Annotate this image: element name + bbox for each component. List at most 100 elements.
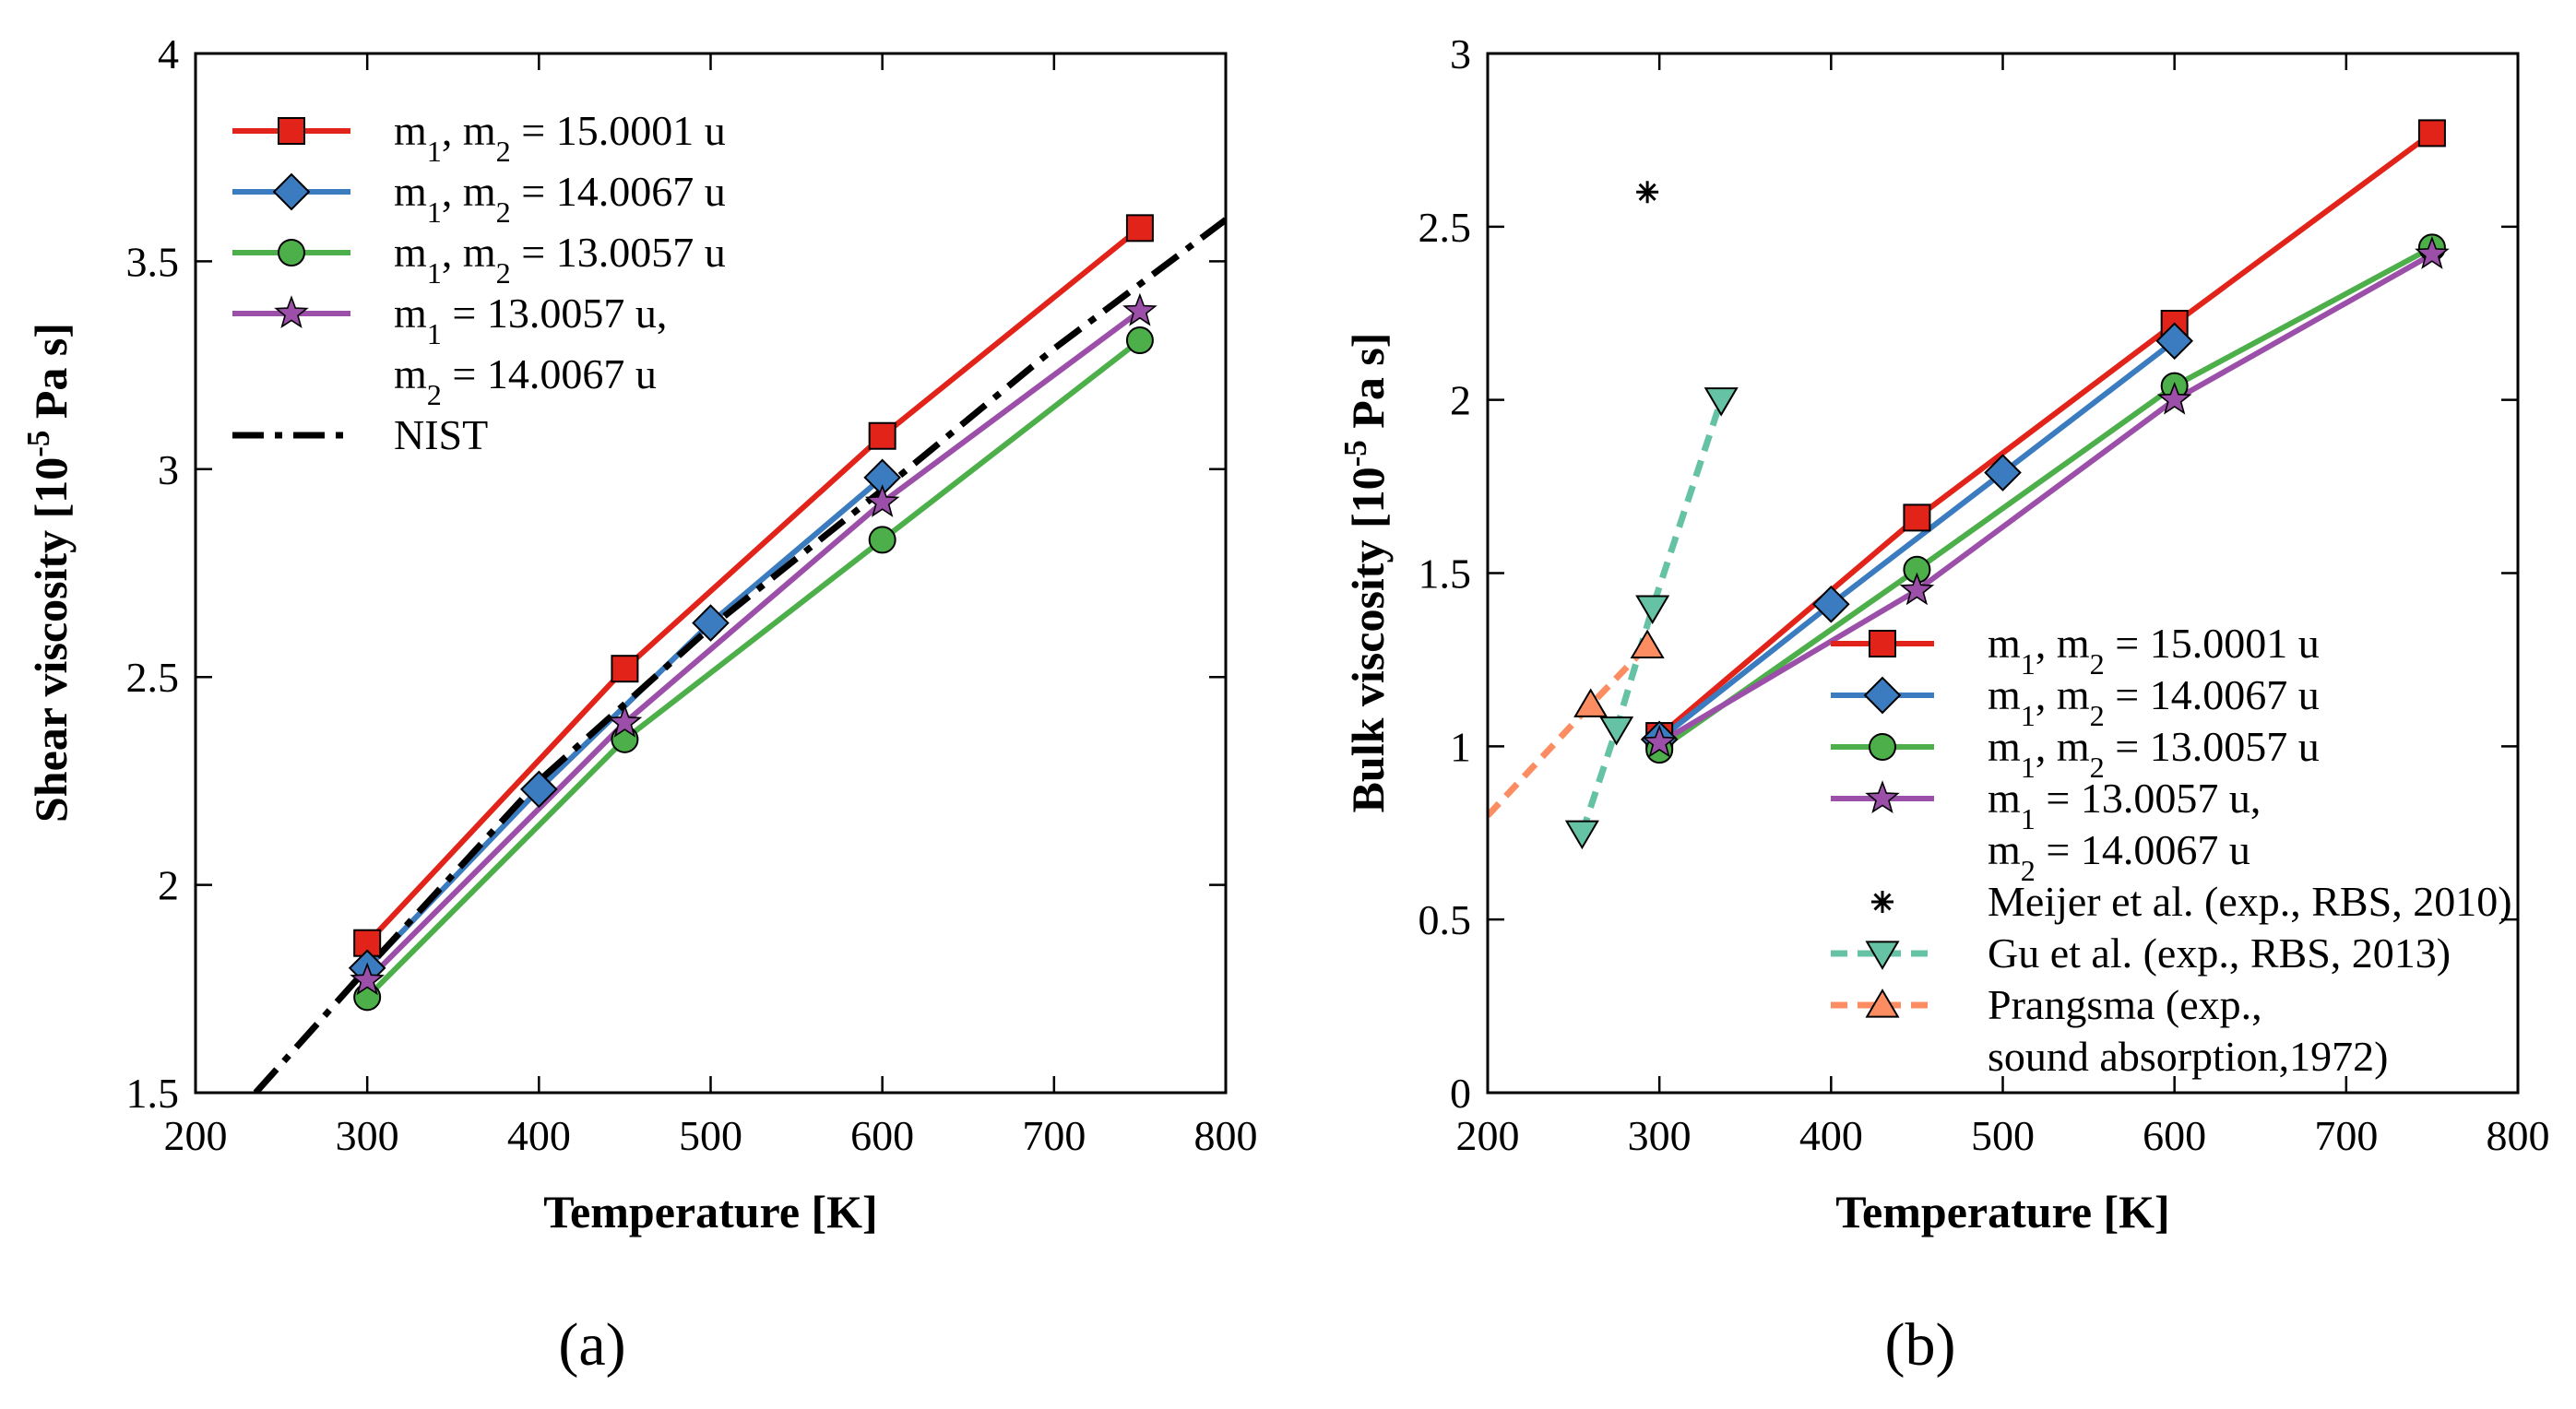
y-tick-label: 0.5 [1419,896,1472,943]
legend-label-1: m1, m2 = 14.0067 u [1988,671,2320,732]
data-point-0-1 [611,655,639,683]
data-point-3-3 [1122,292,1157,326]
y-tick-label: 3 [1450,30,1471,77]
x-tick-label: 300 [1628,1112,1692,1159]
data-point-1-1 [520,770,558,809]
y-axis-label: Shear viscosity [10-5 Pa s] [20,323,77,823]
legend-label-0: m1, m2 = 15.0001 u [1988,620,2320,681]
x-axis-label: Temperature [K] [1835,1186,2169,1237]
data-point-3-2 [864,484,900,517]
data-point-3-1 [607,704,643,738]
data-point-4-0 [1636,181,1659,204]
series-line-0 [1657,130,2434,739]
y-tick-label: 2 [158,862,179,909]
legend-label-5: Gu et al. (exp., RBS, 2013) [1988,929,2451,977]
series-line-0 [365,225,1142,945]
data-point-5-0 [1564,820,1599,850]
legend-marker-1 [1863,676,1902,715]
x-tick-label: 700 [2314,1112,2378,1159]
legend-label-4: NIST [394,411,488,458]
y-tick-label: 4 [158,30,179,77]
data-point-0-1 [1903,503,1931,532]
data-point-1-2 [1984,454,2022,491]
legend-marker-0 [278,117,305,145]
data-point-6-1 [1630,629,1665,658]
series-line-1 [1657,338,2177,742]
series-line-5 [1579,398,1725,835]
legend-label-3: m1 = 13.0057 u, [1988,775,2261,835]
y-tick-label: 2 [1450,377,1471,424]
x-tick-label: 600 [2143,1112,2206,1159]
legend-label-6: Prangsma (exp., [1988,981,2262,1028]
data-point-1-2 [692,604,730,642]
data-point-2-2 [868,526,896,554]
data-point-0-3 [1125,214,1154,243]
data-point-5-3 [1703,387,1739,417]
legend-label-0: m1, m2 = 15.0001 u [394,107,726,168]
axes-frame [1486,52,2520,1095]
data-point-1-3 [2155,322,2193,361]
plot-area [1488,130,2434,835]
y-tick-label: 1 [1450,723,1471,770]
legend-marker-3 [274,295,309,329]
data-point-3-2 [2156,381,2192,415]
data-point-2-3 [1125,326,1154,355]
data-point-3-3 [2415,236,2450,269]
y-tick-label: 3 [158,446,179,493]
y-tick-label: 1.5 [1419,551,1472,598]
x-tick-label: 600 [850,1112,914,1159]
legend-marker-5 [1865,941,1900,970]
x-tick-label: 500 [1971,1112,2035,1159]
legend-marker-2 [1869,733,1896,761]
legend-marker-0 [1869,630,1896,657]
y-axis-label: Bulk viscosity [10-5 Pa s] [1337,333,1395,813]
axes-frame [194,52,1228,1095]
data-point-5-1 [1599,716,1634,746]
legend-marker-4 [1871,891,1893,913]
y-tick-label: 2.5 [126,654,180,701]
legend-label-3: m1 = 13.0057 u, [394,290,667,350]
x-tick-label: 800 [1194,1112,1258,1159]
y-tick-label: 1.5 [126,1070,180,1117]
x-tick-label: 200 [1456,1112,1520,1159]
panel-b-chart: 200 300 400 500 600 700 800 0 0.5 1 1.5 2 2.5 3 m1, m2… [1337,30,2550,1379]
legend-marker-3 [1865,780,1900,814]
data-point-3-1 [1899,572,1935,606]
legend-marker-2 [278,239,305,266]
series-line-2 [365,337,1142,1000]
x-tick-label: 400 [507,1112,571,1159]
legend-label-4: Meijer et al. (exp., RBS, 2010) [1988,878,2512,925]
panel-label: (b) [1885,1311,1956,1379]
legend-label-2: m1, m2 = 13.0057 u [1988,723,2320,784]
y-tick-label: 2.5 [1419,204,1472,251]
data-point-0-2 [868,421,896,450]
legend-label-1: m1, m2 = 14.0067 u [394,168,726,229]
legend: m1, m2 = 15.0001 um1, m2 = 14.0067 um1, … [1831,620,2512,1080]
y-tick-label: 0 [1450,1070,1471,1117]
data-point-5-2 [1635,595,1670,624]
data-point-1-1 [1812,585,1850,623]
series-line-2 [1657,244,2434,752]
legend-label-2: m1, m2 = 13.0057 u [394,229,726,290]
x-tick-label: 700 [1022,1112,1086,1159]
data-point-6-0 [1573,688,1609,717]
legend: m1, m2 = 15.0001 um1, m2 = 14.0067 um1, … [232,107,726,458]
x-tick-label: 300 [336,1112,399,1159]
data-point-0-3 [2417,119,2446,148]
legend-label-line2-6: sound absorption,1972) [1988,1033,2388,1080]
x-axis-label: Temperature [K] [543,1186,877,1237]
data-point-3-0 [1642,724,1677,758]
legend-marker-6 [1865,989,1900,1018]
x-tick-label: 400 [1799,1112,1863,1159]
x-tick-label: 500 [679,1112,742,1159]
series-line-3 [1657,252,2434,746]
panel-a-chart: 200 300 400 500 600 700 800 1.5 2 2.5 3 3.5 4 m1, m2 … [20,30,1258,1379]
panel-label: (a) [558,1311,625,1379]
legend-label-line2-3: m2 = 14.0067 u [394,350,657,411]
data-point-3-0 [350,962,385,996]
y-tick-label: 3.5 [126,238,180,285]
x-tick-label: 800 [2487,1112,2550,1159]
series-line-3 [365,309,1142,983]
legend-label-line2-3: m2 = 14.0067 u [1988,826,2250,887]
